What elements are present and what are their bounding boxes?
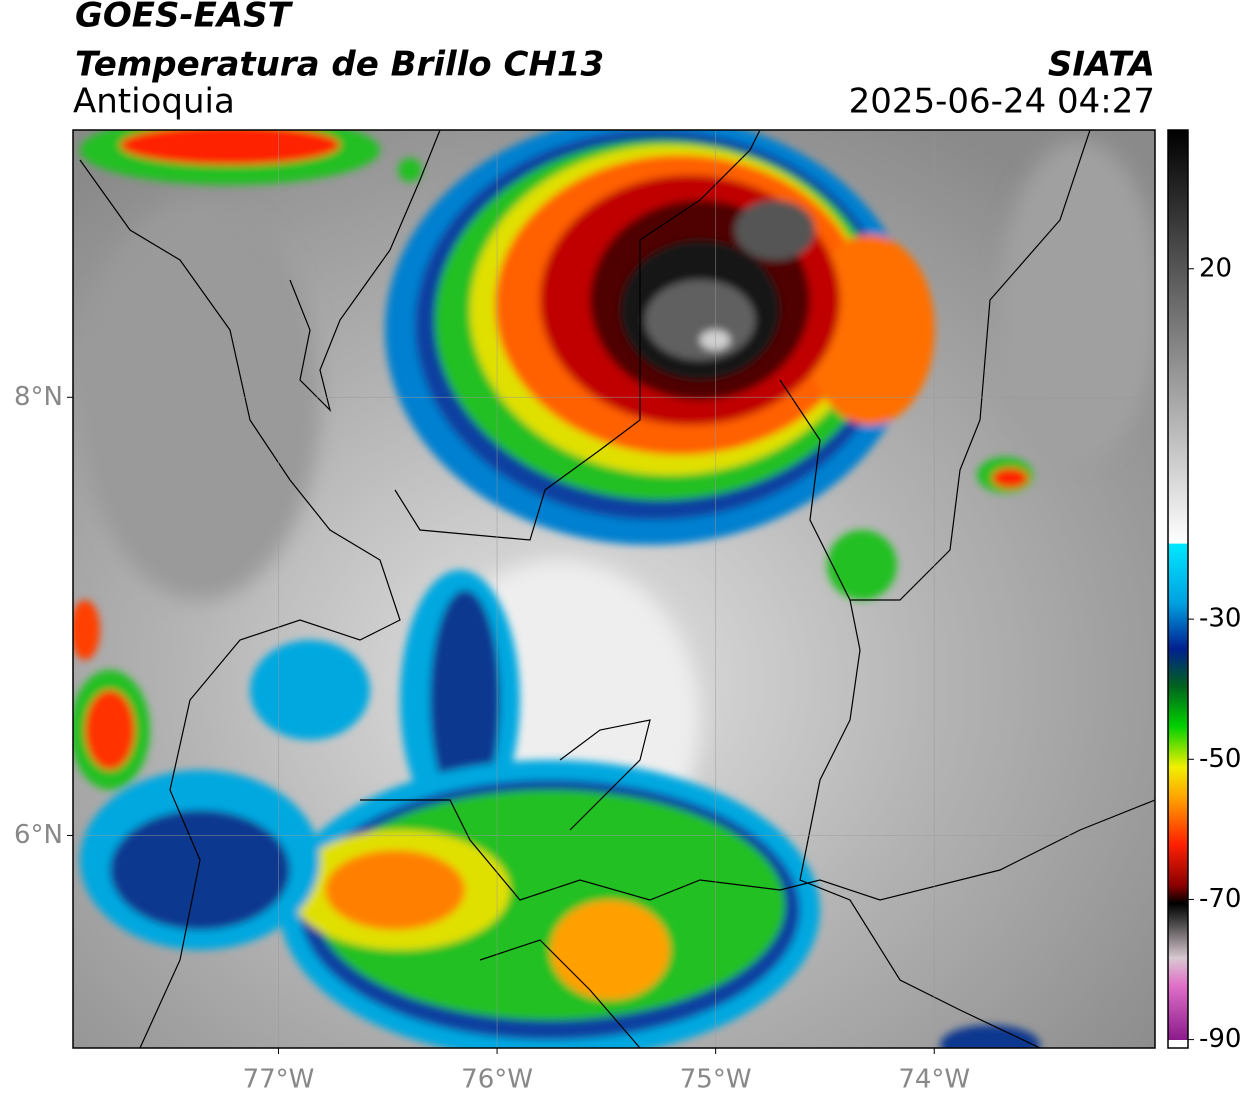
- x-tick-label: 74°W: [898, 1065, 970, 1095]
- satellite-image: [73, 130, 1155, 1048]
- x-tick-label: 77°W: [243, 1065, 315, 1095]
- colorbar-tick-label: -70: [1199, 884, 1241, 914]
- coastlines: [79, 130, 1155, 1048]
- colorbar-tick-label: -50: [1199, 744, 1241, 774]
- graticule: [73, 130, 1155, 1048]
- product-title: Temperatura de Brillo CH13: [75, 45, 604, 85]
- x-tick-label: 75°W: [680, 1065, 752, 1095]
- map-frame: [72, 129, 1156, 1049]
- axes: 77°W 76°W 75°W 74°W 6°N 8°N 20 -30 -50 -70 -90: [14, 253, 1241, 1094]
- colorbar-frame: [1167, 129, 1189, 1049]
- colorbar-tick-label: -30: [1199, 604, 1241, 634]
- colorbar-tick-label: 20: [1199, 253, 1232, 283]
- x-tick-label: 76°W: [461, 1065, 533, 1095]
- y-tick-label: 6°N: [14, 820, 63, 850]
- timestamp: 2025-06-24 04:27: [849, 82, 1155, 122]
- region-label: Antioquia: [73, 82, 235, 122]
- source-label: SIATA: [1048, 45, 1155, 85]
- satellite-title: GOES-EAST: [75, 0, 294, 36]
- y-tick-label: 8°N: [14, 382, 63, 412]
- colorbar: [1168, 130, 1188, 1040]
- colorbar-under: [1168, 1040, 1188, 1048]
- colorbar-tick-label: -90: [1199, 1024, 1241, 1054]
